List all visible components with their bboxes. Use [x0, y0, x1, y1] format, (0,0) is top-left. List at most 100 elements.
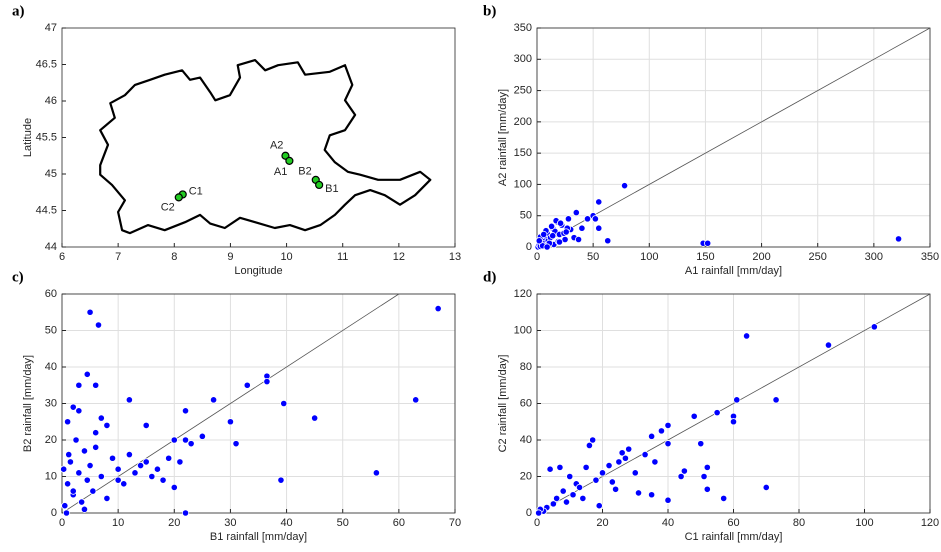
y-tick-label: 0: [526, 507, 532, 519]
y-tick-label: 200: [514, 116, 532, 128]
y-tick-label: 44.5: [36, 204, 57, 216]
scatter-point: [578, 224, 586, 232]
scatter-point: [625, 445, 633, 453]
x-tick-label: 10: [280, 251, 292, 263]
scatter-point: [598, 469, 607, 477]
scatter-point: [620, 182, 629, 190]
plot-frame: [61, 293, 456, 514]
scatter-point: [664, 496, 672, 504]
scatter-point: [412, 396, 420, 404]
scatter-point: [64, 480, 72, 488]
scatter-point: [648, 491, 656, 499]
scatter-point: [75, 407, 83, 415]
scatter-point: [83, 476, 91, 484]
x-tick-label: 30: [224, 517, 236, 529]
scatter-point: [591, 215, 599, 223]
scatter-point: [181, 407, 190, 415]
station-point: [315, 180, 324, 190]
station-label: C2: [161, 201, 175, 213]
scatter-point: [700, 472, 708, 481]
scatter-point: [61, 502, 69, 510]
y-tick-label: 100: [514, 178, 532, 190]
y-tick-label: 0: [51, 507, 57, 519]
scatter-point: [181, 436, 190, 444]
scatter-point: [664, 440, 672, 448]
panel-label: b): [483, 3, 496, 19]
x-tick-label: 40: [662, 517, 674, 529]
scatter-point: [703, 463, 711, 471]
scatter-point: [574, 235, 583, 244]
subplot: a) 6 7 8 9 10 11 12 13 44 44.5 45 45.5 46 46.5 47 Longit…: [12, 3, 461, 276]
scatter-point: [94, 321, 103, 329]
y-tick-label: 46: [45, 95, 57, 107]
scatter-point: [556, 463, 564, 471]
region-outline: [99, 59, 432, 235]
scatter-point: [704, 239, 712, 247]
scatter-point: [703, 485, 711, 493]
plot-frame: [61, 27, 456, 248]
station-label: A2: [270, 140, 283, 152]
scatter-point: [78, 498, 86, 506]
scatter-point: [605, 461, 613, 470]
scatter-point: [762, 483, 770, 492]
scatter-point: [608, 478, 616, 486]
scatter-point: [611, 485, 620, 493]
scatter-point: [604, 237, 612, 245]
scatter-point: [92, 443, 100, 451]
x-tick-label: 0: [59, 517, 65, 529]
scatter-point: [86, 308, 94, 316]
scatter-point: [263, 377, 271, 386]
scatter-point: [80, 447, 89, 455]
scatter-point: [372, 469, 380, 477]
scatter-point: [187, 440, 195, 448]
scatter-point: [572, 208, 580, 217]
scatter-point: [65, 450, 73, 459]
x-tick-label: 10: [112, 517, 124, 529]
y-tick-label: 120: [514, 288, 532, 300]
station-label: B2: [298, 166, 311, 178]
scatter-point: [226, 418, 235, 426]
y-tick-label: 40: [520, 434, 532, 446]
scatter-point: [243, 381, 251, 389]
scatter-point: [97, 472, 105, 481]
scatter-point: [89, 487, 97, 495]
station-label: C1: [189, 185, 203, 197]
x-tick-label: 60: [727, 517, 739, 529]
y-tick-label: 300: [514, 53, 532, 65]
scatter-point: [232, 440, 240, 448]
scatter-point: [114, 465, 122, 473]
scatter-point: [634, 489, 643, 497]
x-tick-label: 200: [752, 251, 770, 263]
scatter-point: [720, 494, 728, 502]
scatter-point: [894, 235, 903, 243]
scatter-point: [641, 450, 649, 459]
y-axis-label: Latitude: [22, 118, 34, 157]
scatter-point: [97, 414, 105, 422]
x-tick-label: 350: [921, 251, 939, 263]
scatter-point: [165, 454, 173, 462]
scatter-point: [92, 381, 100, 389]
scatter-point: [66, 458, 75, 466]
plot-frame: [536, 293, 931, 514]
scatter-point: [657, 427, 666, 435]
scatter-point: [575, 483, 584, 492]
subplot: c) 0 10 20 30 40 50 60 70 0 10 20 30 40 50 60 B1 rainfal…: [12, 269, 461, 542]
scatter-point: [595, 224, 603, 232]
scatter-point: [618, 449, 626, 457]
panel-label: a): [12, 3, 25, 19]
y-tick-label: 350: [514, 22, 532, 34]
subplot: d) 0 20 40 60 80 100 120 0 20 40 60 80 100 120 C1 rainf…: [483, 269, 939, 542]
scatter-point: [664, 421, 672, 429]
scatter-point: [733, 396, 741, 404]
y-axis-label: B2 rainfall [mm/day]: [22, 355, 34, 452]
scatter-point: [547, 222, 556, 230]
y-tick-label: 50: [520, 210, 532, 222]
station-point: [174, 193, 183, 202]
scatter-point: [535, 509, 543, 517]
scatter-point: [92, 429, 100, 437]
scatter-point: [742, 332, 751, 340]
scatter-point: [540, 230, 548, 239]
scatter-point: [142, 458, 150, 466]
y-axis-label: A2 rainfall [mm/day]: [497, 89, 509, 186]
x-tick-label: 9: [227, 251, 233, 263]
